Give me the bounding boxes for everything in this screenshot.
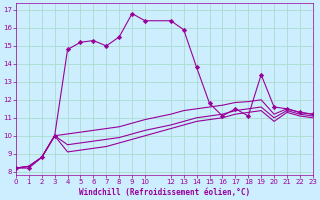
X-axis label: Windchill (Refroidissement éolien,°C): Windchill (Refroidissement éolien,°C) [79,188,250,197]
